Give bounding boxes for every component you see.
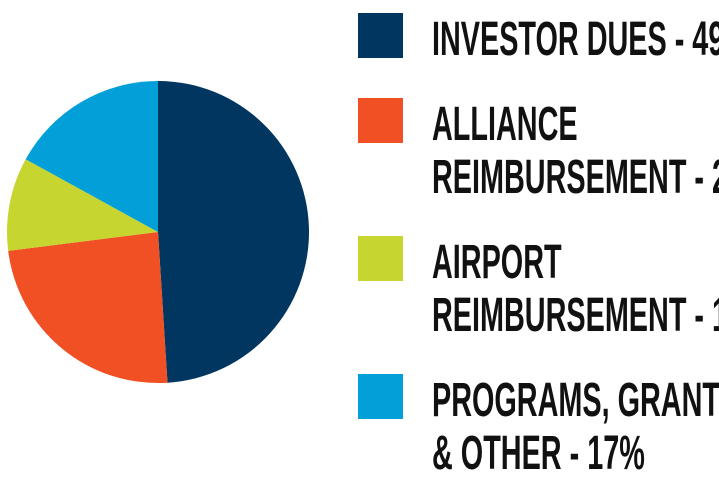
pie-slice <box>158 81 309 383</box>
legend-label: REIMBURSEMENT - 24% <box>432 151 719 204</box>
legend-swatch <box>358 236 403 281</box>
legend-label: ALLIANCE <box>432 98 578 151</box>
legend-swatch <box>358 13 403 58</box>
legend-label: INVESTOR DUES - 49% <box>432 13 719 66</box>
legend-swatch <box>358 98 403 143</box>
legend-label: PROGRAMS, GRANTS <box>432 374 719 427</box>
legend-label: & OTHER - 17% <box>432 427 645 477</box>
legend-swatch <box>358 374 403 419</box>
pie-slice <box>7 159 159 251</box>
legend-label: REIMBURSEMENT - 10% <box>432 289 719 342</box>
legend-label: AIRPORT <box>432 236 562 289</box>
pie-slice <box>8 232 168 383</box>
pie-slice <box>25 81 159 232</box>
